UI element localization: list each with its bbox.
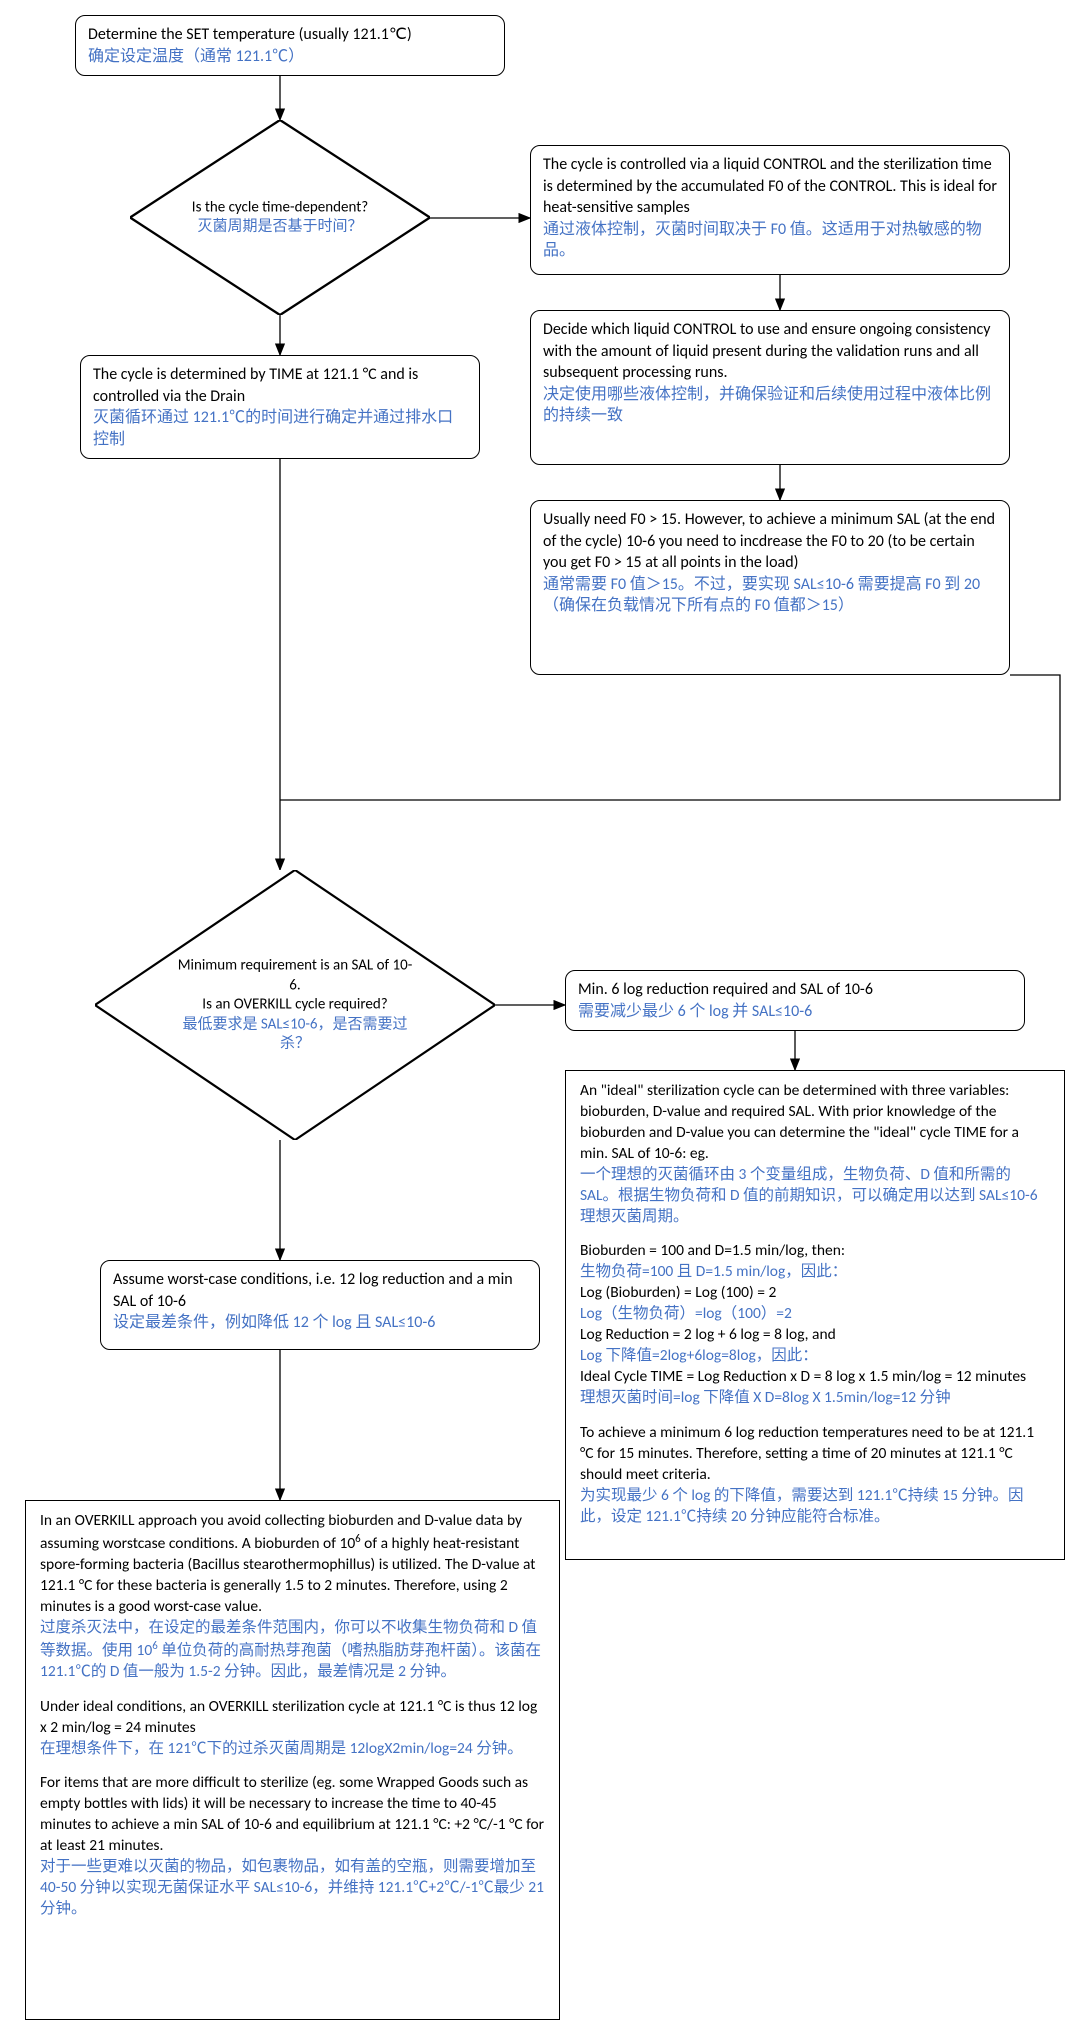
- text-en: Usually need F0 > 15. However, to achiev…: [543, 509, 997, 574]
- text-zh: 最低要求是 SAL≤10-6，是否需要过杀？: [175, 1015, 415, 1054]
- text-en: Min. 6 log reduction required and SAL of…: [578, 979, 1012, 1001]
- box-min-6log: Min. 6 log reduction required and SAL of…: [565, 970, 1025, 1031]
- text-en: Is the cycle time-dependent?: [175, 198, 385, 218]
- text-zh: 通常需要 F0 值＞15。不过，要实现 SAL≤10-6 需要提高 F0 到 2…: [543, 574, 997, 617]
- box-worst-case: Assume worst-case conditions, i.e. 12 lo…: [100, 1260, 540, 1350]
- text-en: Assume worst-case conditions, i.e. 12 lo…: [113, 1269, 527, 1312]
- text-en: The cycle is controlled via a liquid CON…: [543, 154, 997, 219]
- text-zh: 确定设定温度（通常 121.1℃）: [88, 46, 492, 68]
- text-zh: 需要减少最少 6 个 log 并 SAL≤10-6: [578, 1001, 1012, 1023]
- text-zh: 灭菌周期是否基于时间？: [175, 218, 385, 238]
- text-en: The cycle is determined by TIME at 121.1…: [93, 364, 467, 407]
- text-zh: 通过液体控制，灭菌时间取决于 F0 值。这适用于对热敏感的物品。: [543, 219, 997, 262]
- longbox-overkill-detail: In an OVERKILL approach you avoid collec…: [25, 1500, 560, 2020]
- diamond-overkill: Minimum requirement is an SAL of 10-6. I…: [95, 870, 495, 1140]
- text-zh: 决定使用哪些液体控制，并确保验证和后续使用过程中液体比例的持续一致: [543, 384, 997, 427]
- box-set-temperature: Determine the SET temperature (usually 1…: [75, 15, 505, 76]
- text-en: Determine the SET temperature (usually 1…: [88, 24, 492, 46]
- longbox-ideal-cycle: An "ideal" sterilization cycle can be de…: [565, 1070, 1065, 1560]
- text-en: Minimum requirement is an SAL of 10-6. I…: [175, 956, 415, 1015]
- text-zh: 灭菌循环通过 121.1℃的时间进行确定并通过排水口控制: [93, 407, 467, 450]
- text-zh: 设定最差条件，例如降低 12 个 log 且 SAL≤10-6: [113, 1312, 527, 1334]
- diamond-time-dependent: Is the cycle time-dependent? 灭菌周期是否基于时间？: [130, 120, 430, 315]
- box-time-drain: The cycle is determined by TIME at 121.1…: [80, 355, 480, 459]
- box-f0-requirement: Usually need F0 > 15. However, to achiev…: [530, 500, 1010, 675]
- box-liquid-control: The cycle is controlled via a liquid CON…: [530, 145, 1010, 275]
- text-en: Decide which liquid CONTROL to use and e…: [543, 319, 997, 384]
- box-decide-control: Decide which liquid CONTROL to use and e…: [530, 310, 1010, 465]
